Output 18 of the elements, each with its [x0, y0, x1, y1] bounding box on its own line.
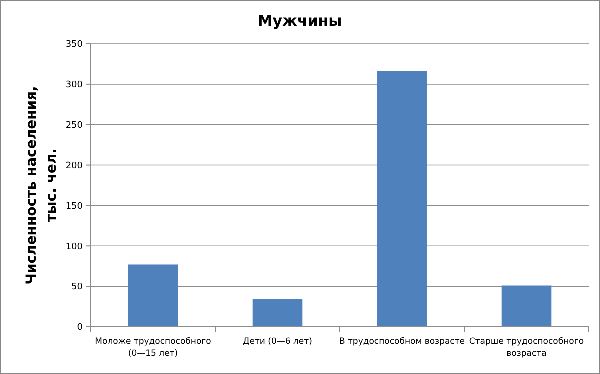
y-tick-label: 350 — [66, 40, 84, 50]
x-tick-label: Дети (0—6 лет) — [243, 337, 312, 347]
y-tick-label: 150 — [66, 202, 84, 212]
bar — [502, 286, 552, 327]
y-tick-label: 300 — [66, 80, 84, 91]
y-tick-label: 0 — [77, 323, 84, 334]
x-tick-label: Моложе трудоспособного (0—15 лет) — [95, 337, 212, 359]
bar — [252, 300, 303, 327]
y-tick-label: 50 — [72, 282, 84, 293]
bar — [128, 264, 178, 327]
y-axis-title: Численность населения, тыс. чел. — [24, 86, 60, 285]
x-tick-label: В трудоспособном возрасте — [339, 337, 466, 347]
y-tick-label: 200 — [66, 161, 84, 172]
bar — [377, 71, 428, 327]
y-tick-label: 250 — [66, 121, 84, 132]
x-tick-label: Старше трудоспособного возраста — [469, 337, 584, 359]
chart-title: Мужчины — [258, 12, 342, 30]
y-tick-label: 100 — [66, 242, 84, 252]
